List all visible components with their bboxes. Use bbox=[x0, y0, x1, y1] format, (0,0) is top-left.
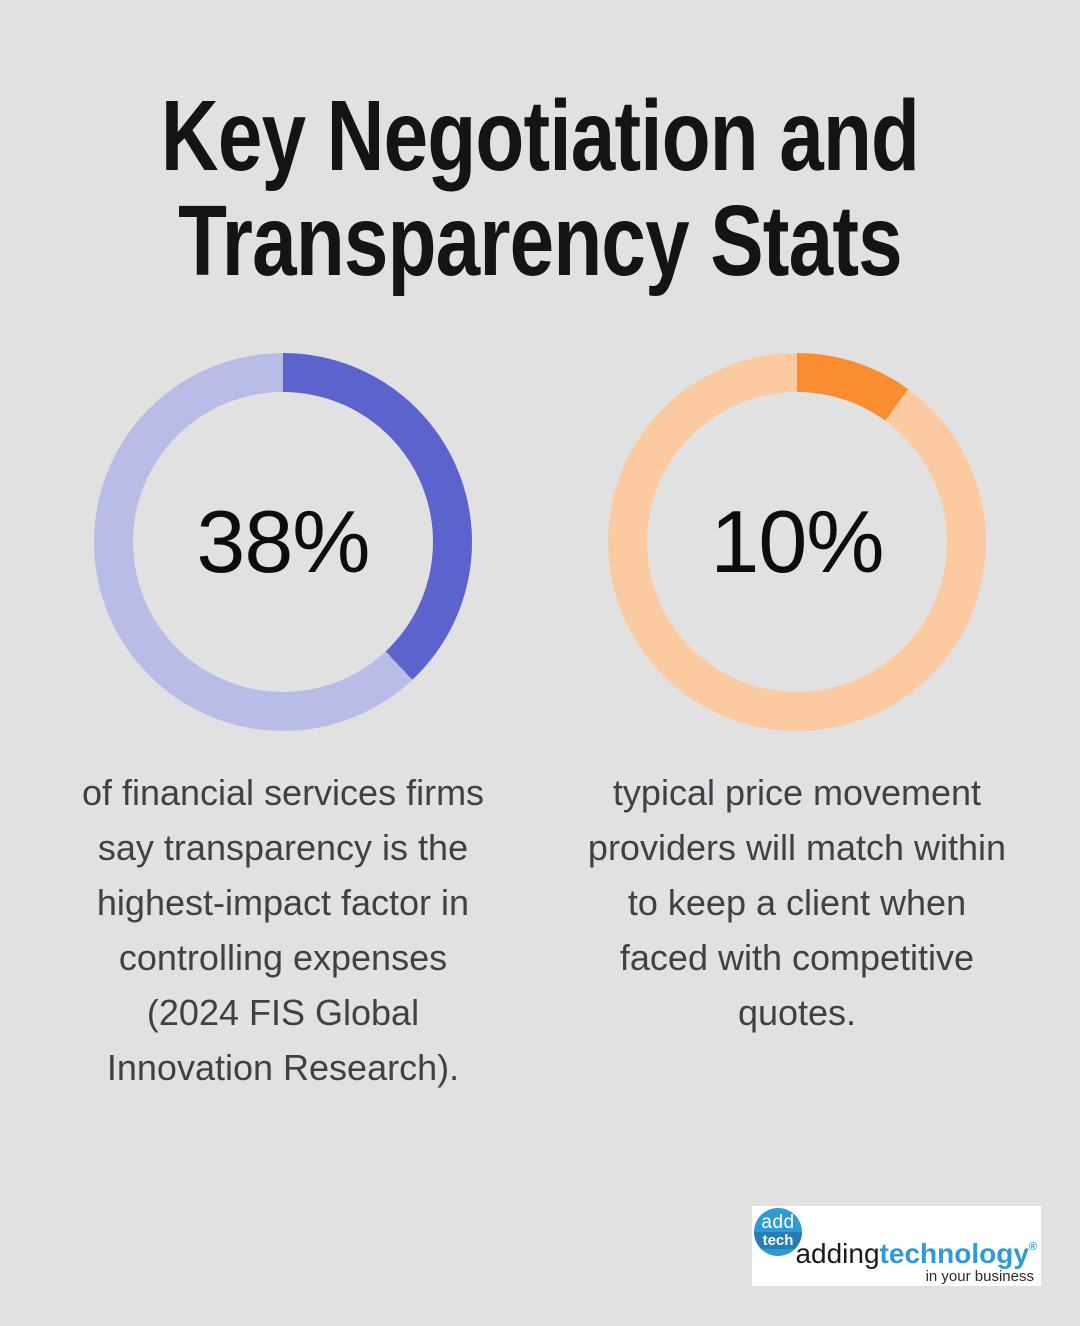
addtech-logo: add tech addingtechnology® in your busin… bbox=[752, 1206, 1041, 1286]
brand-tagline: in your business bbox=[925, 1268, 1034, 1285]
donut-chart-price-match: 10% bbox=[608, 353, 986, 731]
page-title: Key Negotiation and Transparency Stats bbox=[160, 80, 920, 297]
brand-name-prefix: adding bbox=[795, 1238, 880, 1269]
badge-add-label: add bbox=[761, 1212, 795, 1233]
brand-name: addingtechnology® bbox=[795, 1240, 1037, 1268]
donut-chart-transparency: 38% bbox=[94, 353, 472, 731]
brand-name-suffix: technology bbox=[879, 1238, 1029, 1269]
stat-value-price-match: 10% bbox=[710, 492, 884, 591]
stat-value-transparency: 38% bbox=[196, 492, 370, 591]
stat-description-price-match: typical price movement providers will ma… bbox=[587, 772, 1007, 1033]
donut-hole: 10% bbox=[647, 392, 947, 692]
addtech-badge-icon: add tech bbox=[754, 1208, 802, 1256]
badge-tech-label: tech bbox=[754, 1232, 802, 1249]
registered-trademark-icon: ® bbox=[1028, 1241, 1037, 1253]
stat-description-transparency: of financial services firms say transpar… bbox=[81, 772, 485, 1088]
donut-hole: 38% bbox=[133, 392, 433, 692]
